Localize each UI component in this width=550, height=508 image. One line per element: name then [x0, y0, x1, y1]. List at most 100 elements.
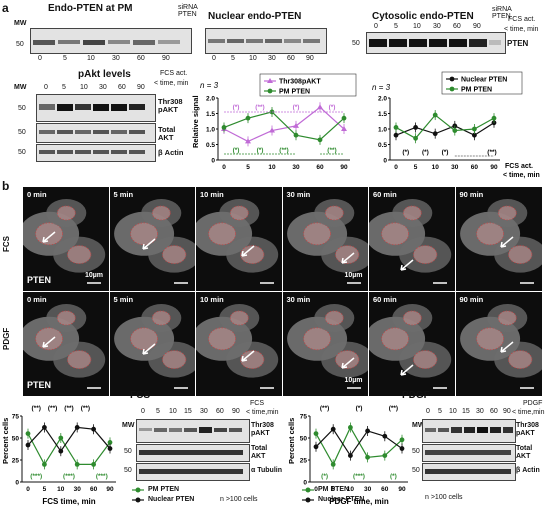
x-tick-label: 5 — [246, 164, 250, 171]
x-tick-label: 60 — [381, 486, 389, 493]
nucleus-outline — [507, 245, 532, 264]
x-tick-label: 5 — [43, 486, 47, 493]
sig-label: (*) — [329, 104, 336, 111]
tp: 30 — [476, 408, 484, 415]
x-tick-label: 60 — [471, 164, 479, 171]
nucleus-outline — [324, 205, 344, 221]
cells-image — [196, 304, 279, 389]
tp: 60 — [490, 408, 498, 415]
data-point — [313, 444, 319, 450]
sig-label: (*) — [402, 149, 409, 156]
tp: 0 — [426, 408, 430, 415]
pdgf-blot-total — [422, 444, 516, 462]
fcs-mw: MW — [122, 422, 135, 429]
tp: 60 — [216, 408, 224, 415]
arrow-icon — [141, 343, 155, 355]
y-tick-label: 1.5 — [378, 111, 387, 118]
data-point — [25, 442, 31, 448]
fcs-tubulin-bands — [139, 469, 243, 474]
y-tick-label: 25 — [300, 458, 308, 465]
chart-pdgf-percent: 75 50 25 00 5 10 30 60 90 Percent cells PDGF time,… — [287, 405, 408, 506]
series-line-nuclear-pten — [395, 122, 495, 136]
cells-image — [459, 199, 542, 284]
data-point — [330, 426, 336, 432]
tp: 60 — [137, 55, 145, 62]
tp: 90 — [232, 408, 240, 415]
tp: 90 — [162, 55, 170, 62]
data-point — [382, 453, 388, 458]
pten-label: PTEN — [27, 380, 52, 390]
micrograph-tile: 10 min — [195, 291, 283, 397]
sig-label: (**) — [327, 147, 336, 154]
mw-label-1: MW — [14, 20, 27, 27]
data-point — [42, 425, 47, 430]
pakt-row-total: Total AKT — [158, 125, 176, 143]
pakt-blot-thr — [36, 94, 156, 122]
x-tick-label: 30 — [74, 486, 82, 493]
y-axis-label: Percent cells — [1, 418, 10, 464]
pdgf-total-bands — [425, 450, 511, 455]
pakt-fcs-act: FCS act. — [160, 70, 188, 77]
sig-label: (*) — [293, 104, 300, 111]
nucleus-outline — [240, 350, 265, 369]
x-tick-label: 90 — [340, 164, 348, 171]
sig-label: (**) — [279, 147, 288, 154]
sig-label: (***) — [30, 473, 42, 480]
data-point — [393, 132, 399, 138]
x-axis-label: FCS time, min — [42, 497, 95, 506]
kda-50-2b: 50 — [18, 129, 26, 136]
cyto-pten-label: PTEN — [507, 39, 529, 48]
x-axis-label: PDGF time, min — [329, 497, 389, 506]
tp: 5 — [63, 55, 67, 62]
pdgf-row-total: Total AKT — [516, 445, 533, 460]
fcs-row-tubulin: α Tubulin — [251, 467, 282, 474]
fcs-cells-note: n >100 cells — [220, 496, 258, 503]
pdgf-bottom-title: PDGF — [402, 390, 430, 401]
arrow-icon — [400, 364, 414, 376]
sig-label: (*) — [233, 147, 240, 154]
data-point — [330, 462, 336, 467]
nucleus-outline — [302, 222, 331, 246]
time-label: 10 min — [200, 190, 224, 199]
pakt-title: pAkt levels — [78, 69, 131, 80]
pakt-actin-bands — [39, 150, 145, 154]
nucleus-outline — [67, 350, 92, 369]
nucleus-outline — [56, 310, 76, 326]
panel-a-letter: a — [2, 1, 9, 15]
data-point — [74, 425, 80, 430]
mw-label-2: MW — [14, 84, 27, 91]
pdgf-row-thr: Thr308 pAKT — [516, 422, 539, 437]
y-tick-label: 0 — [383, 158, 387, 165]
nucleus-outline — [151, 310, 171, 326]
arrow-icon — [499, 341, 513, 353]
pdgf-actin-bands — [425, 469, 511, 474]
x-tick-label: 60 — [90, 486, 98, 493]
pdgf-kda-50b: 50 — [412, 467, 420, 474]
data-point — [393, 125, 399, 130]
cyto-bands — [369, 39, 501, 47]
y-tick-label: 2.0 — [378, 96, 387, 103]
y-tick-label: 0.5 — [378, 142, 387, 149]
data-point — [472, 132, 477, 138]
data-point — [74, 462, 80, 467]
sig-label: (***) — [353, 473, 365, 480]
data-point — [269, 127, 275, 133]
nucleus-outline — [151, 205, 171, 221]
micrograph-tile: 0 min PTEN — [22, 291, 110, 397]
time-label: 30 min — [286, 295, 311, 304]
data-point — [42, 462, 47, 467]
arrow-icon — [400, 259, 414, 271]
tp: 60 — [287, 55, 295, 62]
tp: 30 — [112, 55, 120, 62]
series-line-nuclear-pten — [27, 426, 111, 453]
data-point — [25, 431, 31, 436]
tp: 15 — [462, 408, 470, 415]
legend-marker-nuclear — [449, 76, 455, 82]
tp: 10 — [80, 84, 88, 91]
data-point — [413, 135, 418, 141]
pten-label: PTEN — [27, 275, 52, 285]
cyto-fcs-act: FCS act. — [508, 16, 536, 23]
data-point — [432, 112, 438, 118]
y-tick-label: 50 — [300, 436, 308, 443]
sig-label: (*) — [257, 147, 264, 154]
